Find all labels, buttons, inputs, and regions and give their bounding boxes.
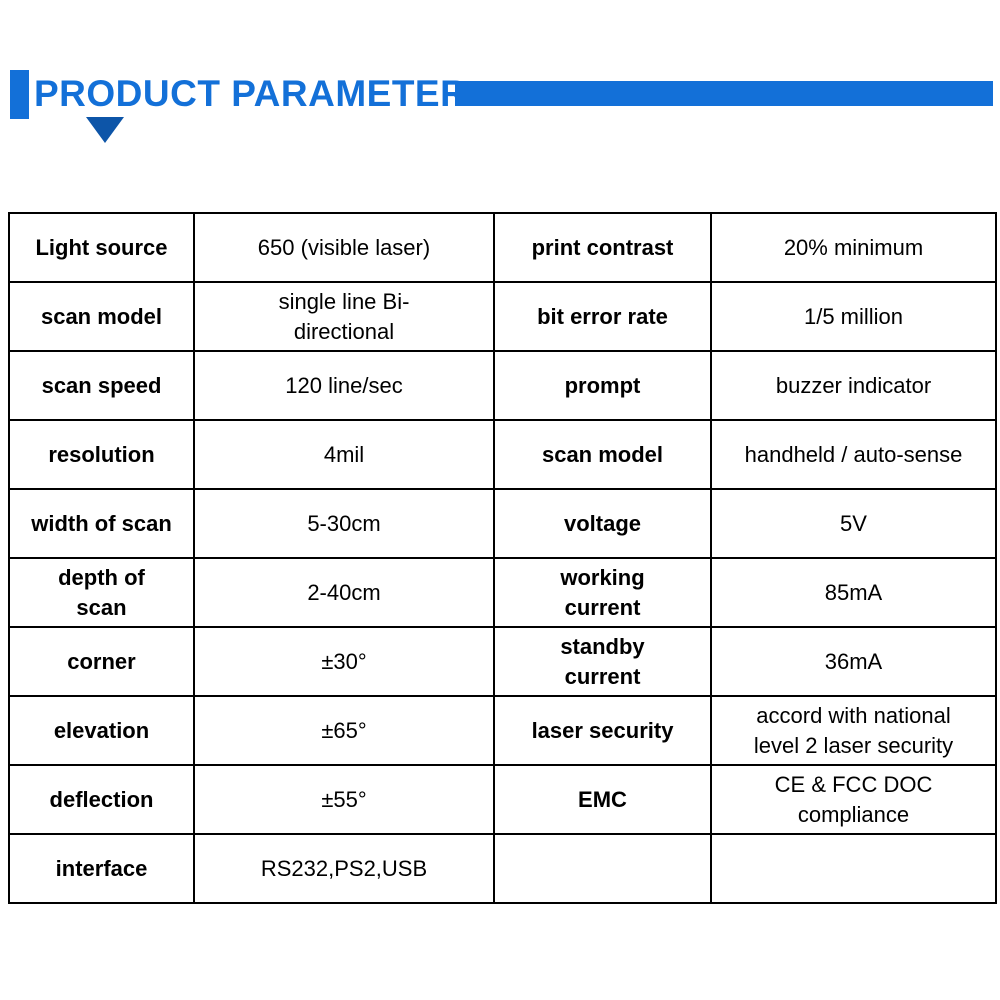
param-value: 4mil (193, 419, 495, 490)
table-row: width of scan 5-30cm voltage 5V (8, 488, 997, 559)
param-label: scan model (493, 419, 712, 490)
table-row: depth of scan 2-40cm working current 85m… (8, 557, 997, 628)
table-row: Light source 650 (visible laser) print c… (8, 212, 997, 283)
header-accent-tab (10, 70, 29, 119)
param-value: CE & FCC DOC compliance (710, 764, 997, 835)
param-value: 85mA (710, 557, 997, 628)
param-label: elevation (8, 695, 195, 766)
header-fold-triangle (86, 117, 124, 143)
param-label: scan model (8, 281, 195, 352)
param-label: Light source (8, 212, 195, 283)
param-label: working current (493, 557, 712, 628)
param-label: EMC (493, 764, 712, 835)
param-value: accord with national level 2 laser secur… (710, 695, 997, 766)
param-label: bit error rate (493, 281, 712, 352)
param-label: prompt (493, 350, 712, 421)
param-label: standby current (493, 626, 712, 697)
page-title: PRODUCT PARAMETER (34, 73, 468, 114)
param-value: ±30° (193, 626, 495, 697)
param-value: 36mA (710, 626, 997, 697)
param-value: 2-40cm (193, 557, 495, 628)
table-row: scan model single line Bi- directional b… (8, 281, 997, 352)
page-header: PRODUCT PARAMETER (0, 0, 1000, 160)
param-value: 20% minimum (710, 212, 997, 283)
table-row: deflection ±55° EMC CE & FCC DOC complia… (8, 764, 997, 835)
table-row: elevation ±65° laser security accord wit… (8, 695, 997, 766)
param-label: interface (8, 833, 195, 904)
param-value (710, 833, 997, 904)
param-value: 120 line/sec (193, 350, 495, 421)
param-value: buzzer indicator (710, 350, 997, 421)
table-row: interface RS232,PS2,USB (8, 833, 997, 904)
param-label: deflection (8, 764, 195, 835)
param-value: 1/5 million (710, 281, 997, 352)
param-label: depth of scan (8, 557, 195, 628)
param-value: 650 (visible laser) (193, 212, 495, 283)
product-parameter-table: Light source 650 (visible laser) print c… (8, 212, 997, 904)
param-value: ±65° (193, 695, 495, 766)
param-label: scan speed (8, 350, 195, 421)
param-value: 5-30cm (193, 488, 495, 559)
table-row: scan speed 120 line/sec prompt buzzer in… (8, 350, 997, 421)
param-label (493, 833, 712, 904)
param-label: laser security (493, 695, 712, 766)
header-accent-bar (455, 81, 993, 106)
param-value: RS232,PS2,USB (193, 833, 495, 904)
param-label: voltage (493, 488, 712, 559)
param-label: resolution (8, 419, 195, 490)
param-label: corner (8, 626, 195, 697)
table-row: corner ±30° standby current 36mA (8, 626, 997, 697)
param-value: 5V (710, 488, 997, 559)
param-label: width of scan (8, 488, 195, 559)
param-label: print contrast (493, 212, 712, 283)
param-value: single line Bi- directional (193, 281, 495, 352)
param-value: handheld / auto-sense (710, 419, 997, 490)
table-row: resolution 4mil scan model handheld / au… (8, 419, 997, 490)
param-value: ±55° (193, 764, 495, 835)
